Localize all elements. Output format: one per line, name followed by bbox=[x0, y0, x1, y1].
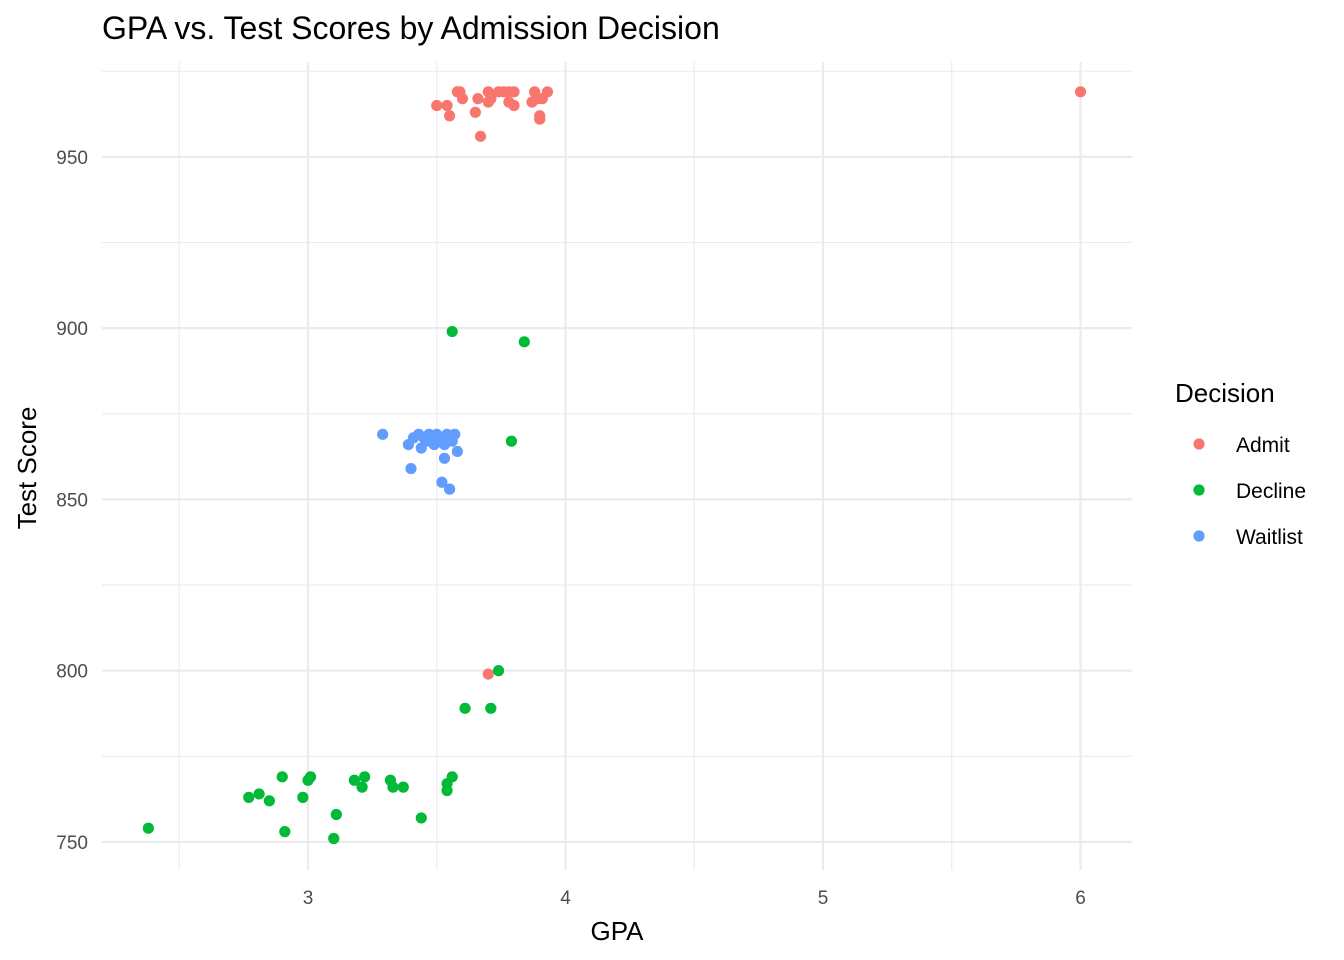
legend-items: Admit Decline Waitlist bbox=[1193, 434, 1306, 549]
y-tick-label: 800 bbox=[56, 662, 88, 683]
legend-key bbox=[1193, 438, 1205, 450]
x-tick-label: 5 bbox=[818, 888, 829, 909]
series-waitlist bbox=[377, 428, 463, 495]
data-point bbox=[243, 791, 255, 803]
data-point bbox=[485, 702, 497, 714]
data-point bbox=[534, 113, 546, 125]
data-point bbox=[142, 822, 154, 834]
data-point bbox=[441, 784, 453, 797]
data-point bbox=[485, 93, 497, 105]
data-point bbox=[469, 106, 481, 118]
data-points bbox=[142, 86, 1087, 845]
data-point bbox=[297, 791, 309, 803]
x-axis-title: GPA bbox=[591, 916, 645, 946]
data-point bbox=[397, 781, 409, 793]
y-tick-label: 950 bbox=[56, 148, 88, 169]
data-point bbox=[377, 428, 389, 440]
legend-label: Admit bbox=[1236, 434, 1290, 457]
data-point bbox=[518, 336, 530, 348]
data-point bbox=[348, 774, 360, 786]
data-point bbox=[508, 86, 520, 98]
legend-item-waitlist: Waitlist bbox=[1193, 526, 1303, 549]
data-point bbox=[444, 483, 456, 495]
legend: Decision Admit Decline Waitlist bbox=[1175, 378, 1306, 549]
data-point bbox=[405, 462, 417, 475]
y-axis-ticks: 750 800 850 900 950 bbox=[56, 148, 88, 854]
data-point bbox=[304, 771, 317, 783]
data-point bbox=[387, 781, 399, 793]
data-point bbox=[472, 93, 484, 105]
x-tick-label: 6 bbox=[1075, 888, 1086, 909]
series-admit bbox=[431, 86, 1087, 680]
data-point bbox=[459, 702, 471, 714]
data-point bbox=[359, 771, 371, 783]
data-point bbox=[451, 445, 463, 458]
data-point bbox=[508, 99, 520, 112]
legend-key bbox=[1193, 530, 1205, 542]
series-decline bbox=[142, 325, 530, 845]
data-point bbox=[449, 428, 461, 440]
legend-key bbox=[1193, 484, 1205, 496]
data-point bbox=[474, 130, 487, 142]
legend-label: Waitlist bbox=[1236, 526, 1303, 549]
legend-item-decline: Decline bbox=[1193, 480, 1306, 503]
data-point bbox=[456, 93, 469, 105]
x-tick-label: 4 bbox=[560, 888, 571, 909]
data-point bbox=[253, 788, 265, 800]
legend-label: Decline bbox=[1236, 480, 1306, 503]
data-point bbox=[482, 668, 494, 680]
data-point bbox=[431, 99, 443, 112]
data-point bbox=[330, 808, 342, 821]
data-point bbox=[279, 826, 291, 838]
data-point bbox=[436, 476, 448, 488]
x-axis-ticks: 3 4 5 6 bbox=[303, 888, 1086, 909]
y-tick-label: 750 bbox=[56, 833, 88, 854]
data-point bbox=[492, 665, 505, 677]
data-point bbox=[1074, 86, 1087, 98]
x-tick-label: 3 bbox=[303, 888, 314, 909]
chart-title: GPA vs. Test Scores by Admission Decisio… bbox=[102, 10, 720, 46]
data-point bbox=[328, 832, 340, 845]
y-tick-label: 850 bbox=[56, 490, 88, 511]
data-point bbox=[356, 781, 368, 793]
legend-title: Decision bbox=[1175, 378, 1275, 408]
data-point bbox=[438, 452, 451, 464]
data-point bbox=[263, 795, 275, 807]
data-point bbox=[541, 86, 554, 98]
data-point bbox=[441, 99, 453, 112]
data-point bbox=[446, 771, 458, 783]
panel-grid bbox=[102, 62, 1132, 870]
legend-item-admit: Admit bbox=[1193, 434, 1290, 457]
data-point bbox=[276, 771, 288, 783]
y-tick-label: 900 bbox=[56, 319, 88, 340]
y-axis-title: Test Score bbox=[12, 407, 42, 530]
data-point bbox=[444, 110, 456, 122]
data-point bbox=[505, 435, 518, 447]
data-point bbox=[415, 812, 427, 824]
data-point bbox=[446, 325, 458, 338]
